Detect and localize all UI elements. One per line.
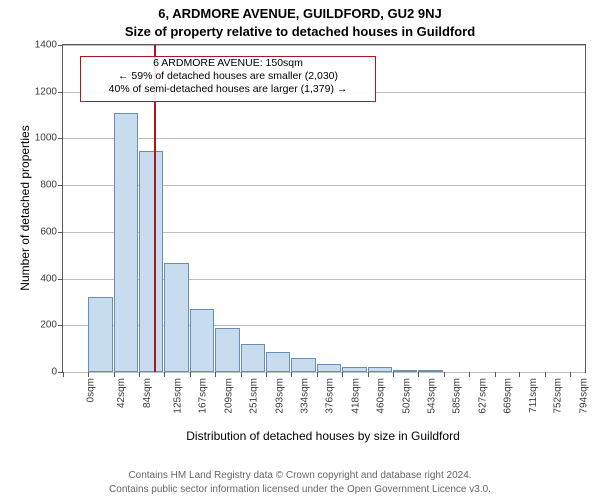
- gridline: [63, 372, 585, 373]
- ytick-label: 200: [40, 320, 63, 331]
- footer-line-1: Contains HM Land Registry data © Crown c…: [0, 470, 600, 481]
- gridline: [63, 45, 585, 46]
- xtick: [418, 372, 419, 377]
- histogram-bar: [266, 352, 290, 372]
- histogram-bar: [241, 344, 265, 372]
- histogram-bar: [215, 328, 239, 372]
- xtick: [241, 372, 242, 377]
- xtick: [190, 372, 191, 377]
- xtick-label: 752sqm: [553, 378, 564, 414]
- ytick-label: 400: [40, 273, 63, 284]
- xtick: [495, 372, 496, 377]
- xtick-label: 293sqm: [274, 378, 285, 414]
- ytick-label: 1400: [35, 40, 63, 51]
- histogram-bar: [418, 370, 442, 372]
- ytick-label: 600: [40, 226, 63, 237]
- xtick-label: 42sqm: [117, 378, 128, 408]
- xtick-label: 711sqm: [527, 378, 538, 413]
- xtick-label: 418sqm: [350, 378, 361, 414]
- histogram-bar: [190, 309, 214, 372]
- xtick: [88, 372, 89, 377]
- xtick-label: 84sqm: [142, 378, 153, 408]
- xtick: [114, 372, 115, 377]
- annotation-line: 40% of semi-detached houses are larger (…: [81, 83, 375, 96]
- xtick-label: 794sqm: [579, 378, 590, 414]
- y-axis-label: Number of detached properties: [18, 108, 32, 308]
- xtick: [545, 372, 546, 377]
- xtick-label: 669sqm: [503, 378, 514, 414]
- xtick-label: 502sqm: [401, 378, 412, 414]
- title-line-2: Size of property relative to detached ho…: [0, 24, 600, 39]
- xtick-label: 125sqm: [172, 378, 183, 414]
- annotation-line: ← 59% of detached houses are smaller (2,…: [81, 70, 375, 83]
- ytick-label: 0: [51, 367, 63, 378]
- xtick: [469, 372, 470, 377]
- histogram-bar: [88, 297, 112, 372]
- annotation-line: 6 ARDMORE AVENUE: 150sqm: [81, 57, 375, 70]
- xtick-label: 627sqm: [477, 378, 488, 414]
- annotation-box: 6 ARDMORE AVENUE: 150sqm← 59% of detache…: [80, 56, 376, 102]
- histogram-bar: [139, 151, 163, 372]
- x-axis-label: Distribution of detached houses by size …: [62, 429, 584, 443]
- xtick: [444, 372, 445, 377]
- xtick-label: 251sqm: [249, 378, 260, 414]
- xtick: [63, 372, 64, 377]
- ytick-label: 1200: [35, 86, 63, 97]
- histogram-bar: [291, 358, 315, 372]
- xtick: [570, 372, 571, 377]
- histogram-bar: [342, 367, 366, 372]
- xtick: [266, 372, 267, 377]
- histogram-bar: [368, 367, 392, 372]
- xtick: [519, 372, 520, 377]
- xtick: [291, 372, 292, 377]
- histogram-bar: [393, 370, 417, 372]
- xtick-label: 376sqm: [325, 378, 336, 414]
- xtick: [368, 372, 369, 377]
- xtick: [317, 372, 318, 377]
- xtick: [393, 372, 394, 377]
- xtick-label: 167sqm: [198, 378, 209, 414]
- ytick-label: 800: [40, 180, 63, 191]
- histogram-bar: [164, 263, 188, 372]
- xtick-label: 585sqm: [452, 378, 463, 414]
- xtick-label: 0sqm: [85, 378, 96, 402]
- title-line-1: 6, ARDMORE AVENUE, GUILDFORD, GU2 9NJ: [0, 6, 600, 21]
- xtick-label: 334sqm: [299, 378, 310, 414]
- xtick-label: 209sqm: [223, 378, 234, 414]
- histogram-bar: [317, 364, 341, 372]
- xtick: [342, 372, 343, 377]
- ytick-label: 1000: [35, 133, 63, 144]
- xtick-label: 460sqm: [376, 378, 387, 414]
- xtick-label: 543sqm: [426, 378, 437, 414]
- gridline: [63, 138, 585, 139]
- xtick: [215, 372, 216, 377]
- xtick: [164, 372, 165, 377]
- histogram-bar: [114, 113, 138, 372]
- xtick: [139, 372, 140, 377]
- footer-line-2: Contains public sector information licen…: [0, 484, 600, 495]
